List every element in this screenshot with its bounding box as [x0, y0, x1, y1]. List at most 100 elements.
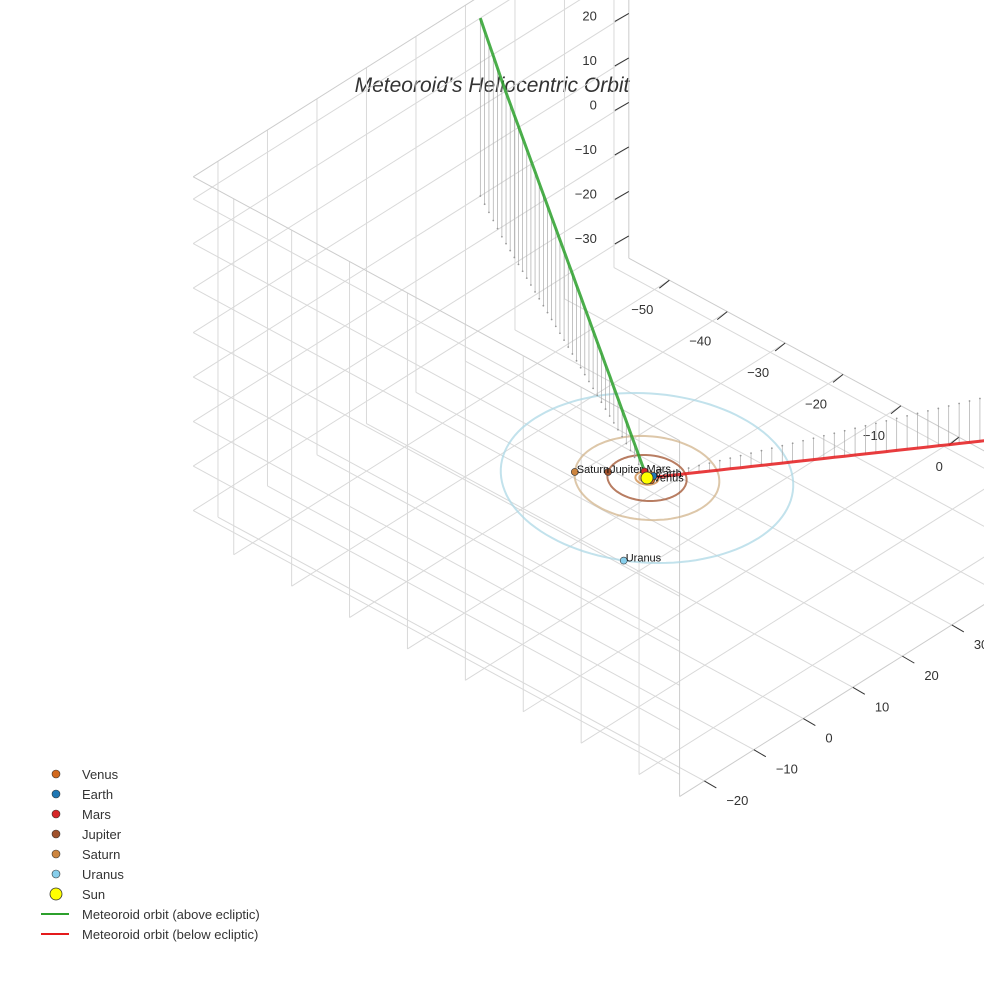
legend-item[interactable]: Venus	[40, 764, 260, 784]
meteoroid-above-drop-point	[500, 235, 503, 238]
meteoroid-above-line	[478, 17, 649, 479]
grid-line	[192, 421, 680, 686]
meteoroid-below-drop-point	[739, 454, 742, 457]
box-edge	[628, 257, 984, 452]
y-tick-label: −20	[726, 793, 748, 808]
legend-swatch	[51, 789, 61, 799]
meteoroid-above-drop-point	[509, 249, 512, 252]
meteoroid-above-drop-point	[567, 346, 570, 348]
grid-line	[564, 298, 984, 527]
meteoroid-above-drop-point	[530, 284, 532, 286]
z-tick-label: 10	[582, 53, 596, 68]
meteoroid-below-drop-point	[750, 452, 752, 455]
grid-line	[192, 191, 630, 467]
meteoroid-below-drop-point	[791, 442, 794, 445]
legend-swatch	[41, 933, 69, 935]
meteoroid-above-drop-point	[517, 263, 520, 266]
meteoroid-above-drop-point	[496, 227, 499, 230]
meteoroid-above-drop-point	[592, 387, 595, 390]
meteoroid-above-drop-point	[629, 449, 632, 452]
axis-ticks: −30−20−10010203040−50−40−30−20−1001020−2…	[575, 8, 984, 808]
meteoroid-above-drop-point	[608, 415, 611, 417]
z-tick-label: −30	[575, 231, 597, 246]
meteoroid-below-drop-point	[906, 415, 908, 417]
legend-item[interactable]: Jupiter	[40, 824, 260, 844]
meteoroid-below-drop-point	[666, 472, 669, 474]
meteoroid-above-drop-point	[525, 277, 528, 280]
planet-label: Venus	[653, 472, 684, 484]
grid-line	[407, 373, 844, 650]
meteoroid-orbits	[478, 17, 984, 480]
grid-line	[316, 454, 804, 719]
grid-line	[291, 311, 728, 587]
y-tick-label: 0	[825, 731, 832, 746]
legend-item[interactable]: Sun	[40, 884, 260, 904]
legend-item[interactable]: Uranus	[40, 864, 260, 884]
orbit-jupiter	[606, 454, 688, 502]
meteoroid-below-drop-point	[895, 417, 898, 420]
meteoroid-below-drop-point	[885, 419, 888, 422]
legend-label: Earth	[82, 786, 114, 802]
grid-line	[465, 405, 902, 681]
legend-item[interactable]: Mars	[40, 804, 260, 824]
grid-line	[192, 0, 510, 200]
meteoroid-below-drop-point	[843, 429, 846, 432]
legend-swatch	[51, 829, 61, 839]
planet-label: Jupiter	[610, 464, 643, 476]
x-tick-mark	[716, 311, 728, 320]
meteoroid-above-drop-point	[563, 339, 565, 342]
meteoroid-above-drop-point	[488, 211, 490, 214]
meteoroid-above-drop-point	[479, 195, 482, 197]
meteoroid-below-drop-point	[874, 422, 877, 425]
z-tick-label: −20	[575, 186, 597, 201]
box-edge	[192, 0, 475, 178]
meteoroid-below-drop-point	[916, 412, 919, 415]
meteoroid-below-drop-point	[770, 447, 773, 450]
grid-line	[415, 391, 903, 657]
meteoroid-below-drop-point	[947, 405, 950, 407]
grid-line	[580, 488, 984, 744]
x-tick-mark	[890, 405, 902, 415]
meteoroid-above-drop-point	[550, 318, 553, 321]
meteoroid-below-drop-point	[927, 410, 929, 412]
meteoroid-below-drop-point	[708, 462, 711, 464]
meteoroid-below-drop-point	[822, 434, 825, 437]
grid-line	[192, 57, 630, 333]
meteoroid-above-drop-point	[559, 332, 561, 335]
legend-item[interactable]: Earth	[40, 784, 260, 804]
grid-line	[465, 360, 953, 626]
y-tick-mark	[902, 655, 915, 664]
z-tick-mark	[614, 57, 630, 67]
legend-item[interactable]: Meteoroid orbit (above ecliptic)	[40, 904, 260, 924]
x-tick-label: 0	[936, 459, 943, 474]
planet-label: Earth	[655, 468, 681, 480]
legend-item[interactable]: Meteoroid orbit (below ecliptic)	[40, 924, 260, 944]
y-tick-mark	[704, 780, 717, 789]
meteoroid-above-drop-point	[579, 366, 582, 369]
grid-line	[192, 0, 581, 244]
meteoroid-below-drop-point	[979, 397, 981, 400]
meteoroid-below-drop-point	[802, 439, 804, 442]
meteoroid-above-drop-point	[617, 428, 619, 431]
meteoroid-above-drop-point	[588, 380, 590, 383]
x-tick-label: −10	[863, 428, 885, 443]
grid-line	[514, 329, 984, 585]
grid-line	[192, 198, 680, 464]
meteoroid-above-drop-point	[583, 373, 586, 376]
y-tick-label: 30	[974, 637, 984, 652]
y-tick-mark	[852, 686, 866, 695]
x-tick-label: −30	[747, 365, 769, 380]
meteoroid-above-drop-point	[600, 401, 603, 404]
meteoroid-above-drop-point	[575, 359, 578, 362]
grid-line	[192, 13, 630, 289]
grid-line	[217, 516, 705, 782]
legend-item[interactable]: Saturn	[40, 844, 260, 864]
x-tick-mark	[832, 373, 844, 383]
legend-swatch	[41, 913, 69, 915]
planet-jupiter	[604, 468, 612, 476]
grid-line	[192, 376, 680, 642]
meteoroid-above-drop-point	[596, 394, 599, 397]
grid-line	[192, 332, 680, 597]
